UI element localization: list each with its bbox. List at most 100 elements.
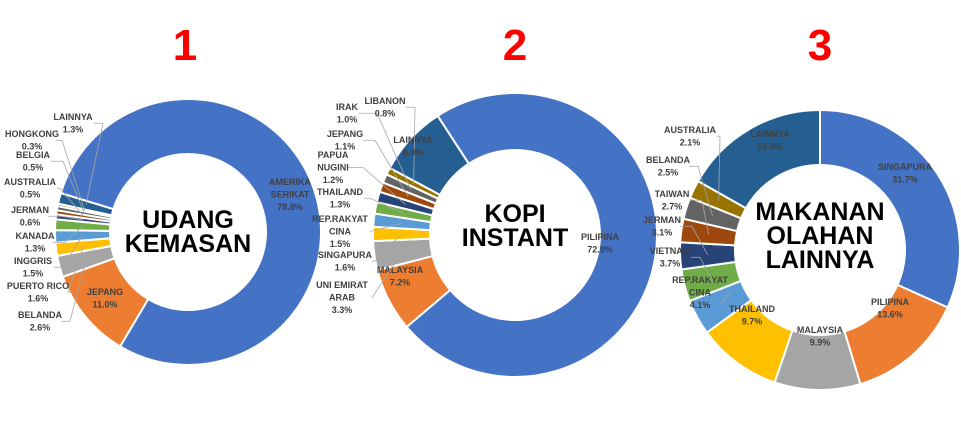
data-label-name: CINA (689, 288, 711, 298)
data-label-name: MALAYSIA (797, 325, 844, 335)
data-label-value: 1.1% (335, 142, 356, 152)
slice-singapura[interactable] (819, 108, 961, 309)
data-label-name: SERIKAT (271, 190, 310, 200)
data-label: BELGIA 0.5% (16, 150, 51, 173)
data-label-name: IRAK (336, 102, 358, 112)
data-label: JEPANG 1.1% (327, 129, 363, 152)
leader-line (61, 259, 87, 322)
data-label: SINGAPURA 1.6% (318, 250, 373, 273)
data-label-name: THAILAND (317, 187, 363, 197)
data-label-value: 2.1% (680, 138, 701, 148)
data-label-value: 78.8% (277, 202, 303, 212)
data-label-name: PAPUA (318, 150, 349, 160)
data-label: MALAYSIA 9.9% (797, 325, 844, 348)
data-label-value: 1.3% (25, 244, 46, 254)
data-label-name: MALAYSIA (377, 265, 424, 275)
data-label: LAINNYA 1.3% (53, 112, 93, 135)
data-label-value: 3.3% (332, 305, 353, 315)
data-label-name: UNI EMIRAT (316, 280, 368, 290)
leader-line (359, 112, 412, 190)
center-label: OLAHAN (767, 222, 874, 250)
data-label-value: 1.5% (330, 239, 351, 249)
data-label-name: BELANDA (18, 310, 62, 320)
data-label-name: SINGAPURA (318, 250, 373, 260)
data-label-value: 2.7% (662, 202, 683, 212)
data-label-value: 1.6% (335, 263, 356, 273)
data-label-name: LIBANON (365, 96, 406, 106)
data-label-value: 7.2% (390, 278, 411, 288)
data-label-name: ARAB (329, 293, 355, 303)
leader-line (363, 139, 409, 197)
center-label: UDANG (142, 206, 234, 234)
leader-line (364, 197, 404, 214)
data-label-value: 16.8% (757, 142, 783, 152)
data-label-value: 9.7% (742, 317, 763, 327)
leader-line (57, 187, 84, 217)
data-label: TAIWAN 2.7% (655, 189, 690, 212)
data-label: AMERIKA SERIKAT 78.8% (269, 177, 311, 212)
leader-line (372, 233, 402, 262)
leader-line (54, 235, 83, 268)
center-label: LAINNYA (766, 246, 875, 274)
data-label: UNI EMIRAT ARAB 3.3% (316, 280, 368, 315)
leader-line (680, 225, 708, 255)
data-label-value: 0.5% (23, 163, 44, 173)
data-label-value: 9.9% (810, 338, 831, 348)
leader-line (689, 165, 714, 217)
data-label: THAILAND 1.3% (317, 187, 363, 210)
data-label-value: 2.6% (30, 323, 51, 333)
data-label: BELANDA 2.5% (646, 155, 690, 178)
data-label: IRAK 1.0% (336, 102, 358, 125)
leader-line (691, 256, 712, 279)
data-label: JERMAN 3.1% (643, 215, 681, 238)
data-label-value: 31.7% (892, 175, 918, 185)
leader-line (690, 199, 709, 235)
data-label-name: NUGINI (317, 163, 349, 173)
data-label: MALAYSIA 7.2% (377, 265, 424, 288)
data-label-value: 2.5% (658, 168, 679, 178)
data-label-name: AUSTRALIA (664, 125, 716, 135)
slice-lainnya[interactable] (56, 191, 115, 217)
data-label-name: KANADA (16, 231, 55, 241)
leader-line (51, 160, 85, 214)
chart-title: 1 (173, 21, 197, 70)
slice-pilipina[interactable] (405, 92, 658, 378)
data-label-name: SINGAPURA (878, 162, 933, 172)
slice-lainnya[interactable] (388, 114, 471, 197)
data-label-name: AMERIKA (269, 177, 311, 187)
data-label: HONGKONG 0.3% (5, 129, 59, 152)
data-label: JERMAN 0.6% (11, 205, 49, 228)
donut-chart-2: PILIPINA 72.9% MALAYSIA 7.2% UNI EMIRAT ARAB 3… (312, 21, 658, 378)
data-label: JEPANG 11.0% (87, 287, 123, 310)
data-label-value: 1.3% (330, 200, 351, 210)
chart-title: 3 (808, 21, 832, 70)
data-label-name: PILIPINA (871, 297, 910, 307)
data-label-name: LAINNYA (53, 112, 93, 122)
leader-line (48, 215, 84, 221)
data-label-name: BELGIA (16, 150, 51, 160)
center-label: INSTANT (462, 224, 568, 252)
slice-lainnya[interactable] (696, 108, 821, 210)
data-label-name: REP.RAKYAT (312, 214, 368, 224)
data-label-name: BELANDA (646, 155, 690, 165)
data-label-name: LAINNYA (393, 135, 433, 145)
slice-amerika-serikat[interactable] (59, 98, 322, 366)
leader-line (56, 139, 86, 211)
leader-line (67, 245, 84, 293)
data-label-name: TAIWAN (655, 189, 690, 199)
data-label: VIETNAM 3.7% (650, 246, 691, 269)
leader-line (371, 251, 404, 298)
data-label: THAILAND 9.7% (729, 304, 775, 327)
data-label: AUSTRALIA 0.5% (4, 177, 56, 200)
data-label: LAINNYA 8.0% (393, 135, 433, 158)
data-label-value: 1.2% (323, 175, 344, 185)
data-label: KANADA 1.3% (16, 231, 55, 254)
chart-title: 2 (503, 21, 527, 70)
data-label: LIBANON 0.8% (365, 96, 406, 119)
donut-chart-1: AMERIKA SERIKAT 78.8% JEPANG 11.0% BELANDA 2.6… (4, 21, 322, 366)
data-label: SINGAPURA 31.7% (878, 162, 933, 185)
data-label-name: LAINNYA (750, 129, 790, 139)
data-label: REP.RAKYAT CINA 4.1% (672, 275, 728, 310)
data-label-name: JEPANG (87, 287, 123, 297)
